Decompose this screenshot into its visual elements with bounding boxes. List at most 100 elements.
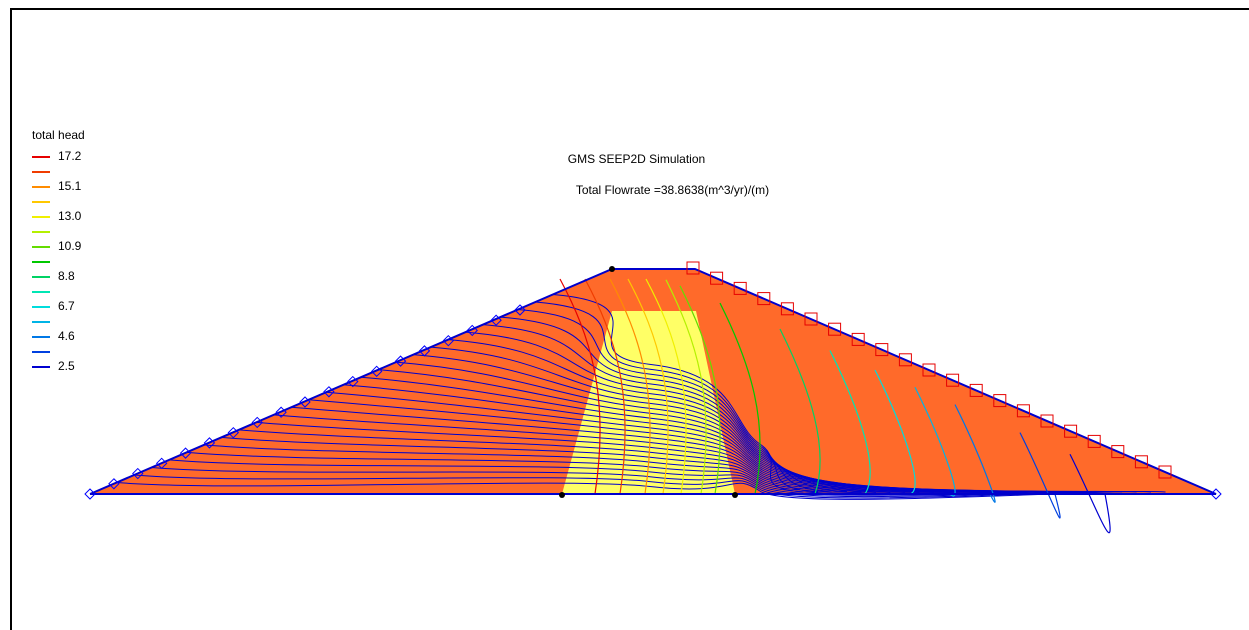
head-contour bbox=[559, 278, 601, 495]
legend-entry: 17.2 bbox=[32, 149, 85, 165]
head-marker bbox=[514, 304, 526, 316]
head-marker bbox=[179, 447, 192, 459]
flowrate-label: Total Flowrate =38.8638(m^3/yr)/(m) bbox=[575, 183, 770, 197]
legend-entry bbox=[32, 225, 85, 240]
head-marker bbox=[490, 314, 502, 326]
head-marker bbox=[132, 467, 144, 480]
dam-boundary bbox=[89, 268, 1217, 495]
seepage-marker bbox=[757, 292, 771, 306]
legend-label: 2.5 bbox=[58, 359, 75, 373]
seepage-marker bbox=[733, 281, 747, 295]
legend-swatch bbox=[32, 171, 50, 173]
seepage-marker bbox=[993, 394, 1007, 408]
head-marker bbox=[418, 345, 431, 357]
head-marker bbox=[275, 406, 287, 418]
flow-line bbox=[134, 474, 1152, 499]
legend-entries: 17.2 15.1 13.0 10.9 8.8 6.7 4.6 2.5 bbox=[32, 149, 85, 375]
legend-swatch bbox=[32, 186, 50, 188]
head-marker bbox=[323, 386, 335, 398]
head-marker bbox=[84, 488, 96, 500]
legend-entry: 15.1 bbox=[32, 179, 85, 195]
head-marker bbox=[370, 365, 383, 378]
seepage-marker bbox=[1134, 455, 1148, 469]
legend-entry bbox=[32, 195, 85, 210]
legend-swatch bbox=[32, 366, 50, 368]
head-marker bbox=[466, 324, 478, 337]
legend-label: 13.0 bbox=[58, 209, 82, 223]
legend-entry bbox=[32, 255, 85, 270]
head-contour bbox=[954, 404, 996, 503]
head-marker bbox=[1210, 488, 1222, 500]
seepage-marker bbox=[1016, 404, 1030, 418]
flow-line bbox=[116, 481, 1166, 500]
legend-label: 8.8 bbox=[58, 269, 75, 283]
legend-label: 10.9 bbox=[58, 239, 82, 253]
legend-swatch bbox=[32, 246, 50, 248]
legend-label: 6.7 bbox=[58, 299, 75, 313]
seepage-marker bbox=[686, 261, 700, 275]
seepage-marker bbox=[851, 332, 865, 346]
legend-entry: 10.9 bbox=[32, 239, 85, 255]
head-contour bbox=[874, 369, 916, 495]
head-contours bbox=[559, 278, 1111, 534]
legend-swatch bbox=[32, 261, 50, 263]
legend-entry: 8.8 bbox=[32, 269, 85, 285]
legend-entry: 13.0 bbox=[32, 209, 85, 225]
head-marker bbox=[347, 375, 359, 388]
seepage-marker bbox=[946, 373, 960, 387]
head-contour bbox=[719, 302, 761, 495]
legend-entry bbox=[32, 315, 85, 330]
flow-line bbox=[256, 421, 1050, 493]
head-contour bbox=[679, 285, 721, 495]
head-marker bbox=[203, 437, 216, 449]
head-contour bbox=[914, 387, 956, 497]
flow-line bbox=[291, 406, 1021, 493]
legend-swatch bbox=[32, 336, 50, 338]
legend: total head 17.2 15.1 13.0 10.9 8.8 6.7 4.6 2.5 bbox=[32, 128, 85, 375]
seepage-marker bbox=[922, 363, 936, 377]
legend-title: total head bbox=[32, 128, 85, 142]
legend-entry bbox=[32, 285, 85, 300]
seepage-marker bbox=[875, 343, 889, 357]
head-marker bbox=[227, 426, 240, 439]
seepage-marker bbox=[1111, 445, 1125, 459]
head-marker bbox=[155, 457, 168, 470]
seepage-marker bbox=[1064, 424, 1078, 438]
flow-line bbox=[203, 444, 1094, 494]
head-contour bbox=[665, 279, 707, 495]
legend-swatch bbox=[32, 321, 50, 323]
legend-entry: 2.5 bbox=[32, 359, 85, 375]
legend-swatch bbox=[32, 291, 50, 293]
head-marker bbox=[108, 478, 120, 490]
head-contour bbox=[1069, 453, 1111, 534]
seepage-marker bbox=[828, 322, 842, 336]
legend-entry: 6.7 bbox=[32, 299, 85, 315]
seepage-marker bbox=[898, 353, 912, 367]
seepage-marker bbox=[710, 271, 724, 285]
head-contour bbox=[1019, 432, 1061, 519]
legend-entry bbox=[32, 165, 85, 180]
head-contour bbox=[829, 350, 871, 495]
head-boundary-markers bbox=[84, 304, 1222, 500]
seepage-marker bbox=[1087, 434, 1101, 448]
head-contour bbox=[609, 278, 651, 495]
legend-swatch bbox=[32, 351, 50, 353]
head-contour bbox=[779, 328, 821, 495]
head-contour bbox=[584, 278, 626, 495]
head-marker bbox=[299, 396, 311, 408]
seepage-marker bbox=[780, 302, 794, 316]
legend-label: 4.6 bbox=[58, 329, 75, 343]
flow-line bbox=[552, 294, 804, 493]
seepage-marker bbox=[804, 312, 818, 326]
legend-swatch bbox=[32, 306, 50, 308]
flow-line bbox=[273, 414, 1036, 493]
head-marker bbox=[394, 355, 407, 367]
seepage-marker bbox=[969, 383, 983, 397]
legend-swatch bbox=[32, 156, 50, 158]
legend-swatch bbox=[32, 231, 50, 233]
seepage-marker bbox=[1158, 465, 1172, 479]
flow-line bbox=[238, 429, 1065, 493]
legend-entry: 4.6 bbox=[32, 329, 85, 345]
legend-label: 17.2 bbox=[58, 149, 82, 163]
